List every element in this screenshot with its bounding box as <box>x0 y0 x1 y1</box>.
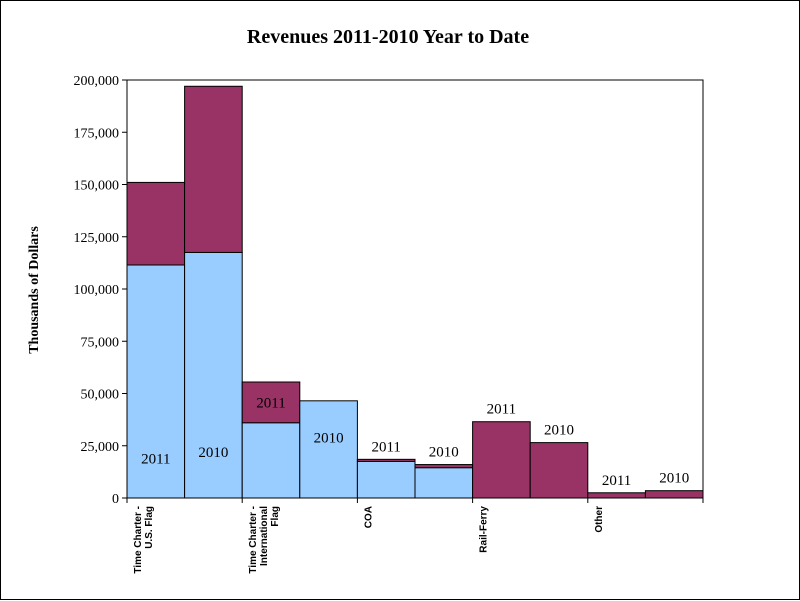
bar-label: 2011 <box>371 439 400 455</box>
bar-segment-lower <box>414 467 474 499</box>
category-label: International <box>259 506 270 566</box>
bar-segment-upper <box>126 181 186 266</box>
category-label: Time Charter - <box>248 506 259 574</box>
bar-segment-lower <box>356 460 416 499</box>
bar-label: 2010 <box>429 445 459 461</box>
bar-segment-upper <box>241 381 301 424</box>
bar-segment-upper <box>414 464 474 469</box>
bar-label: 2011 <box>256 395 285 411</box>
chart-title: Revenues 2011-2010 Year to Date <box>247 26 529 48</box>
bar-label: 2010 <box>198 445 228 461</box>
y-tick-label: 50,000 <box>81 388 120 403</box>
plot-area: 0 25,000 50,000 75,000 100,000 125,000 150,000… <box>74 74 704 574</box>
y-tick-label: 150,000 <box>74 179 120 194</box>
bar-label: 2011 <box>602 473 631 489</box>
bar-segment-upper <box>472 421 531 499</box>
bar-segment-lower <box>184 251 243 499</box>
y-tick-label: 75,000 <box>81 335 120 350</box>
y-tick-label: 100,000 <box>74 283 120 298</box>
bar-segment-upper <box>529 442 589 499</box>
category-label: Flag <box>270 506 281 527</box>
bar-segment-upper <box>184 85 243 253</box>
y-tick-label: 175,000 <box>74 126 120 141</box>
y-tick-label: 200,000 <box>74 74 120 89</box>
y-tick-label: 0 <box>112 492 119 507</box>
bar-label: 2011 <box>487 402 516 418</box>
bar-segment-lower <box>299 400 358 499</box>
category-label: COA <box>363 506 374 528</box>
bar-segment-upper <box>587 492 646 499</box>
category-label: U.S. Flag <box>144 506 155 549</box>
bar-segment-lower <box>241 422 301 499</box>
bar-segment-upper <box>356 458 416 462</box>
y-axis-label: Thousands of Dollars <box>27 226 42 354</box>
bar-label: 2011 <box>141 451 170 467</box>
bar-label: 2010 <box>314 430 344 446</box>
category-label: Other <box>594 506 605 533</box>
category-label: Rail-Ferry <box>479 506 490 553</box>
y-tick-label: 25,000 <box>81 440 120 455</box>
category-label: Time Charter - <box>133 506 144 574</box>
bar-segment-upper <box>644 490 704 499</box>
y-tick-label: 125,000 <box>74 231 120 246</box>
bar-label: 2010 <box>659 471 689 487</box>
bar-label: 2010 <box>544 423 574 439</box>
